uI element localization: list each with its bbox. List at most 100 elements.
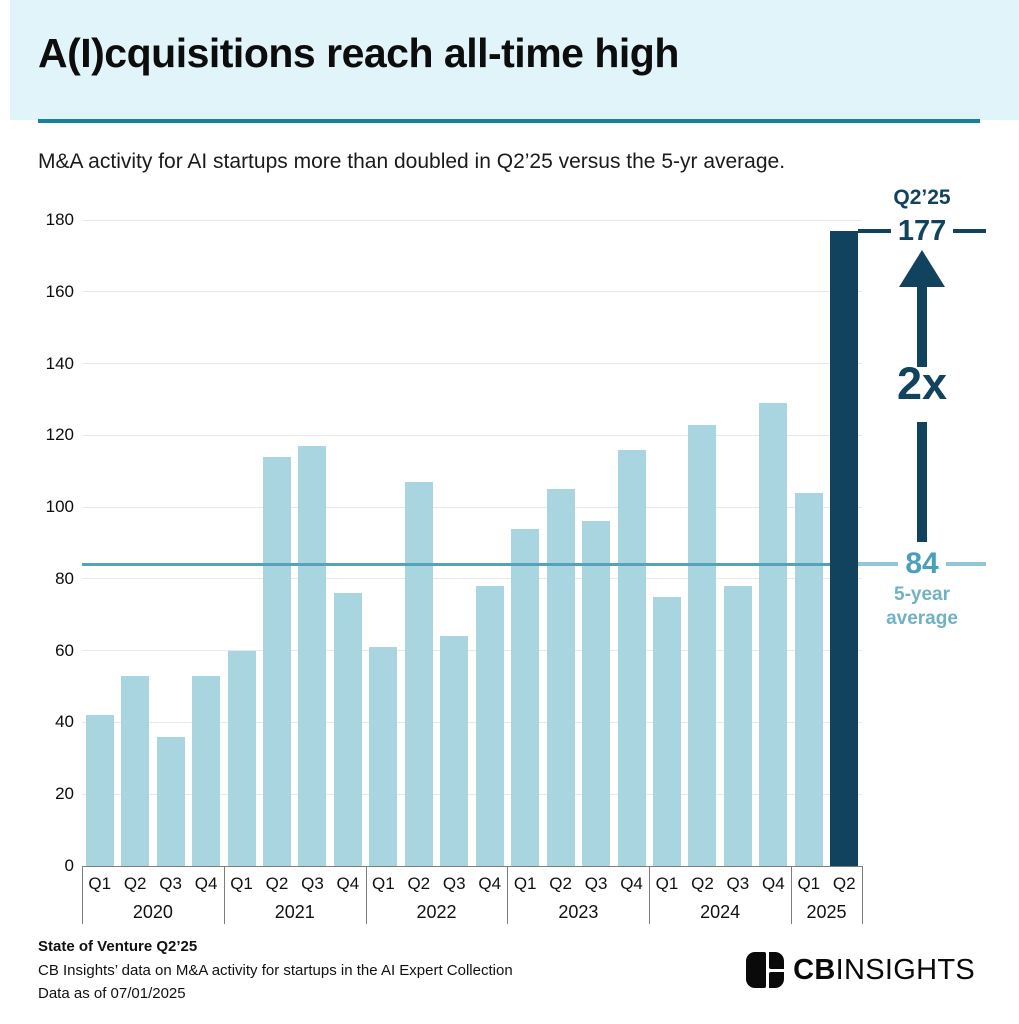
highlight-value-callout: 177: [858, 214, 987, 247]
average-line: [82, 563, 862, 567]
bar-Q1-2022: [369, 647, 398, 866]
cbinsights-logo: CBINSIGHTS: [746, 952, 975, 988]
x-quarter-label: Q1: [655, 874, 679, 893]
x-quarter-label: Q3: [159, 874, 182, 893]
x-quarter-label: Q4: [336, 874, 360, 893]
bar-Q2-2024: [688, 424, 717, 866]
y-tick-label: 0: [64, 856, 74, 875]
x-quarter-label: Q2: [691, 874, 714, 893]
grid-line: [82, 219, 862, 221]
cbinsights-logo-icon: [746, 952, 785, 988]
year-group-separator: [223, 866, 225, 924]
x-quarter-label: Q3: [442, 874, 466, 893]
bar-Q3-2021: [298, 446, 327, 866]
x-quarter-label: Q4: [620, 874, 643, 893]
bar-Q3-2020: [156, 736, 185, 866]
year-group-separator: [862, 866, 863, 924]
grid-line: [82, 363, 862, 365]
x-quarter-label: Q4: [194, 874, 218, 893]
average-value-callout: 84: [858, 547, 986, 580]
x-quarter-label: Q1: [797, 874, 821, 893]
year-group-separator: [82, 866, 83, 924]
bar-Q1-2023: [511, 528, 540, 866]
arrow-stem-lower: [917, 422, 927, 542]
arrow-stem-upper: [917, 284, 927, 367]
x-quarter-label: Q3: [301, 874, 324, 893]
bar-Q1-2025: [794, 492, 823, 866]
x-year-label: 2023: [558, 902, 599, 922]
up-arrow-icon: [899, 250, 945, 287]
y-tick-label: 40: [55, 712, 74, 732]
x-quarter-label: Q1: [372, 874, 395, 893]
y-tick-label: 180: [45, 210, 74, 229]
bar-Q3-2023: [582, 521, 611, 866]
x-year-label: 2022: [416, 902, 457, 922]
y-tick-label: 160: [45, 281, 74, 301]
x-quarter-label: Q1: [230, 874, 253, 893]
average-dash-left: [858, 562, 899, 566]
x-quarter-label: Q1: [513, 874, 537, 893]
x-axis-line: [82, 866, 862, 867]
year-group-separator: [507, 866, 509, 924]
grid-line: [82, 793, 862, 795]
page-title: A(I)cquisitions reach all-time high: [38, 30, 679, 76]
bar-Q1-2024: [653, 596, 681, 866]
source-title: State of Venture Q2’25: [38, 938, 198, 955]
bar-Q2-2020: [121, 675, 150, 866]
x-quarter-label: Q3: [726, 874, 750, 893]
y-tick-label: 80: [55, 568, 74, 588]
bar-Q2-2021: [263, 456, 291, 866]
x-quarter-label: Q1: [88, 874, 112, 893]
bar-Q2-2022: [404, 481, 433, 866]
cbinsights-logo-text: CBINSIGHTS: [793, 953, 975, 986]
x-quarter-label: Q2: [549, 874, 572, 893]
year-group-separator: [365, 866, 367, 924]
x-year-label: 2020: [132, 902, 173, 922]
title-underline: [38, 119, 980, 123]
bar-Q4-2024: [759, 403, 788, 866]
multiplier-label: 2x: [896, 358, 948, 409]
bar-Q4-2021: [333, 593, 362, 866]
callout-dash-left: [858, 229, 891, 233]
y-tick-label: 140: [45, 353, 74, 373]
bar-Q4-2023: [617, 449, 646, 866]
bar-Q3-2024: [723, 586, 752, 866]
x-quarter-label: Q4: [478, 874, 502, 893]
y-tick-label: 120: [45, 425, 74, 445]
x-quarter-label: Q2: [832, 874, 856, 893]
bar-Q4-2020: [192, 675, 221, 866]
grid-line: [82, 506, 862, 508]
grid-line: [82, 650, 862, 652]
callout-dash-right: [953, 229, 987, 233]
x-quarter-label: Q4: [762, 874, 785, 893]
bar-Q4-2022: [475, 586, 504, 866]
x-quarter-label: Q2: [265, 874, 289, 893]
average-sublabel: 5-year average: [886, 584, 958, 629]
year-group-separator: [649, 866, 651, 924]
grid-line: [82, 578, 862, 580]
x-quarter-label: Q2: [407, 874, 431, 893]
data-as-of: Data as of 07/01/2025: [38, 985, 186, 1002]
x-year-label: 2025: [806, 902, 847, 922]
bar-Q3-2022: [440, 636, 469, 866]
average-value: 84: [905, 547, 939, 580]
grid-line: [82, 291, 862, 293]
year-group-separator: [791, 866, 793, 924]
bar-Q2-2023: [546, 489, 575, 866]
highlight-value: 177: [897, 214, 947, 247]
header-band: A(I)cquisitions reach all-time high: [10, 0, 1019, 120]
x-quarter-label: Q2: [123, 874, 147, 893]
bar-Q1-2021: [227, 650, 256, 866]
grid-line: [82, 434, 862, 436]
average-dash-right: [945, 562, 986, 566]
source-description: CB Insights’ data on M&A activity for st…: [38, 962, 513, 979]
y-tick-label: 20: [55, 784, 74, 804]
y-tick-label: 100: [45, 497, 74, 517]
x-year-label: 2024: [700, 902, 741, 922]
y-tick-label: 60: [55, 640, 74, 660]
bar-Q1-2020: [85, 715, 114, 866]
chart-subtitle: M&A activity for AI startups more than d…: [38, 150, 786, 173]
x-quarter-label: Q3: [584, 874, 608, 893]
